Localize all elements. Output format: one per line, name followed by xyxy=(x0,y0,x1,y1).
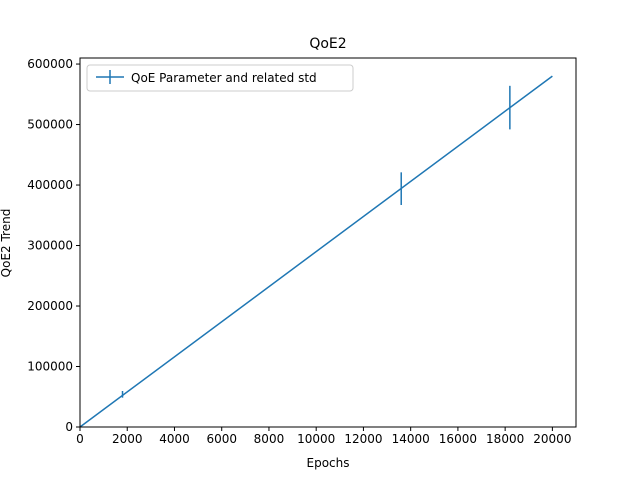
legend-label: QoE Parameter and related std xyxy=(131,71,317,85)
y-tick-label: 600000 xyxy=(27,57,73,71)
x-axis-label: Epochs xyxy=(307,456,350,470)
x-tick-label: 14000 xyxy=(392,432,430,446)
x-tick-label: 16000 xyxy=(439,432,477,446)
chart-title: QoE2 xyxy=(309,36,346,52)
y-axis-ticks: 0 100000 200000 300000 400000 500000 600000 xyxy=(27,57,80,434)
plot-area xyxy=(79,75,553,428)
axes-frame xyxy=(79,57,577,428)
x-tick-label: 18000 xyxy=(486,432,524,446)
y-tick-label: 400000 xyxy=(27,178,73,192)
legend: QoE Parameter and related std xyxy=(86,64,354,92)
x-tick-label: 2000 xyxy=(112,432,143,446)
series-line xyxy=(79,75,553,428)
x-tick-label: 0 xyxy=(76,432,84,446)
y-tick-label: 0 xyxy=(65,420,73,434)
x-axis-ticks: 0 2000 4000 6000 8000 10000 12000 14000 16000 180… xyxy=(76,427,571,446)
y-tick-label: 200000 xyxy=(27,299,73,313)
x-tick-label: 4000 xyxy=(159,432,190,446)
x-tick-label: 10000 xyxy=(297,432,335,446)
legend-box xyxy=(86,64,354,92)
x-tick-label: 12000 xyxy=(344,432,382,446)
y-axis-label: QoE2 Trend xyxy=(0,209,13,278)
y-tick-label: 100000 xyxy=(27,360,73,374)
x-tick-label: 8000 xyxy=(254,432,285,446)
x-tick-label: 20000 xyxy=(533,432,571,446)
y-tick-label: 300000 xyxy=(27,239,73,253)
x-tick-label: 6000 xyxy=(206,432,237,446)
y-tick-label: 500000 xyxy=(27,118,73,132)
